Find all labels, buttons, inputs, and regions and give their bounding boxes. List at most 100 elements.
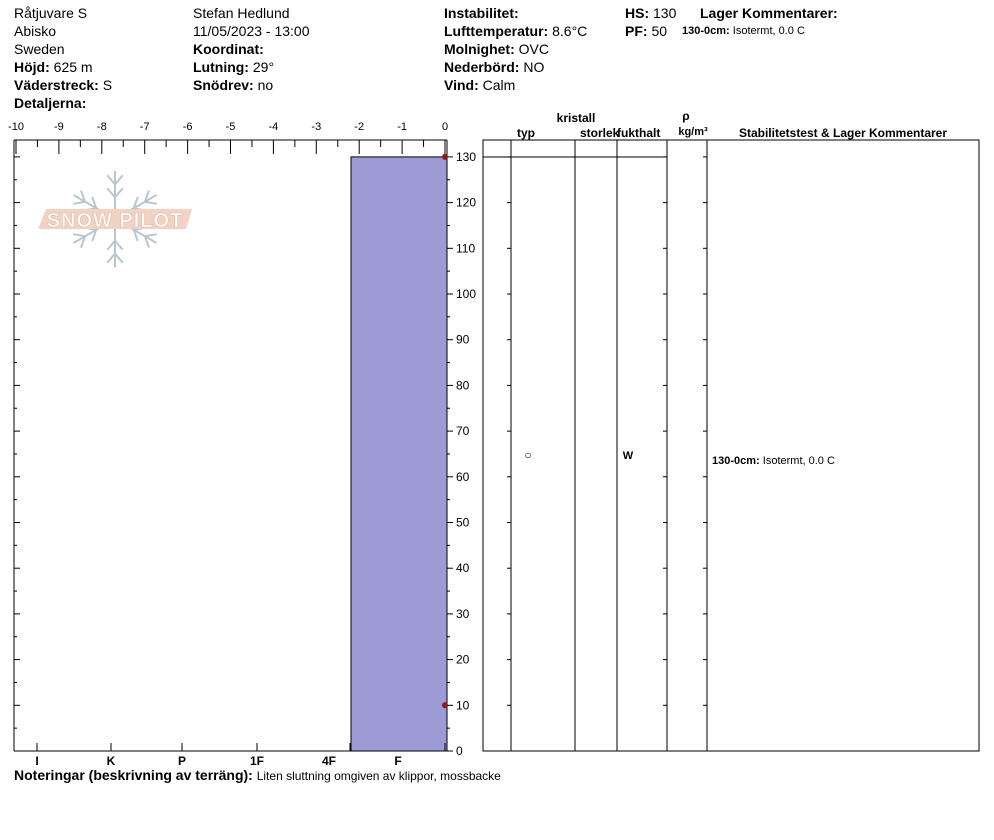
temp-tick-label: -1 [397, 121, 407, 133]
drift-label: Snödrev: [193, 77, 254, 93]
slope-row: Lutning: 29° [193, 58, 274, 76]
country-name: Sweden [14, 41, 65, 57]
precip-label: Nederbörd: [444, 59, 520, 75]
flake-branch [143, 235, 150, 248]
depth-tick-label: 70 [456, 424, 470, 438]
depth-tick-label: 50 [456, 516, 470, 530]
type-header: typ [517, 126, 535, 140]
airtemp-row: Lufttemperatur: 8.6°C [444, 22, 587, 40]
temp-tick-label: -2 [354, 121, 364, 133]
wind-value: Calm [482, 77, 516, 93]
layer-comments-label: Lager Kommentarer: [700, 5, 838, 21]
layer-table: kristall typ storlek fukthalt ρ kg/m³ St… [482, 109, 980, 752]
airtemp-label: Lufttemperatur: [444, 23, 549, 39]
rho-header: ρ [682, 109, 689, 123]
flake-branch [114, 252, 124, 264]
drift-row: Snödrev: no [193, 76, 273, 94]
header-comment-depth: 130-0cm: [682, 25, 730, 37]
grain-type-symbol: ○ [524, 448, 531, 462]
snow-layer-bar [350, 156, 448, 752]
pf-label: PF: [625, 23, 648, 39]
hardness-tick-label: K [107, 754, 116, 768]
aspect-row: Väderstreck: S [14, 76, 112, 94]
aspect-value: S [102, 77, 113, 93]
comment-text: Isotermt, 0.0 C [763, 455, 835, 467]
comment-depth: 130-0cm: [712, 455, 760, 467]
aspect-label: Väderstreck: [14, 77, 99, 93]
snow-profile-chart: SNOW PILOT -10 -9 -8 -7 -6 -5 -4 -3 -2 -1 00102030… [8, 109, 980, 768]
airtemp-value: 8.6°C [552, 23, 588, 39]
header-comment-text: Isotermt, 0.0 C [732, 25, 805, 37]
location-name: Råtjuvare S [14, 5, 88, 21]
flake-branch [143, 190, 150, 203]
elevation-value: 625 m [53, 59, 93, 75]
flake-branch [73, 233, 86, 238]
size-header: storlek [580, 126, 620, 140]
temp-tick-label: -5 [226, 121, 236, 133]
flake-branch [114, 187, 124, 199]
depth-tick-label: 100 [456, 287, 476, 301]
temp-tick-label: -7 [140, 121, 150, 133]
plot-axes: -10 -9 -8 -7 -6 -5 -4 -3 -2 -1 0010203040506070809… [8, 121, 476, 768]
temperature-point [442, 153, 448, 160]
region-name: Abisko [14, 23, 57, 39]
elevation-label: Höjd: [14, 59, 50, 75]
notes-row: Noteringar (beskrivning av terräng): Lit… [14, 766, 501, 785]
observer-name: Stefan Hedlund [193, 5, 290, 21]
depth-tick-label: 90 [456, 333, 470, 347]
depth-tick-label: 20 [456, 653, 470, 667]
drift-value: no [257, 77, 274, 93]
logo-banner [38, 209, 192, 229]
pf-value: 50 [651, 23, 668, 39]
moisture-header: fukthalt [617, 126, 660, 140]
precip-row: Nederbörd: NO [444, 58, 544, 76]
flake-branch [106, 239, 116, 251]
crystal-header: kristall [557, 111, 596, 125]
hardness-tick-label: 1F [250, 754, 264, 768]
temp-tick-label: 0 [442, 121, 448, 133]
hardness-tick-label: I [35, 754, 38, 768]
flake-branch [80, 190, 87, 203]
depth-tick-label: 110 [456, 241, 475, 255]
stability-header: Stabilitetstest & Lager Kommentarer [739, 126, 947, 140]
layer-moisture: W [623, 450, 634, 462]
hs-row: HS: 130 [625, 4, 676, 22]
pf-row: PF: 50 [625, 22, 667, 40]
table-frame [482, 139, 980, 752]
details-label: Detaljerna: [14, 95, 87, 111]
temperature-point [442, 702, 448, 709]
depth-tick-label: 30 [456, 607, 470, 621]
elevation-row: Höjd: 625 m [14, 58, 93, 76]
hardness-tick-label: P [178, 754, 186, 768]
temp-tick-label: -3 [311, 121, 321, 133]
temp-tick-label: -10 [8, 121, 24, 133]
notes-label: Noteringar (beskrivning av terräng): [14, 767, 253, 783]
depth-tick-label: 10 [456, 698, 470, 712]
density-unit-header: kg/m³ [678, 126, 708, 138]
flake-branch [73, 200, 86, 205]
depth-tick-label: 130 [456, 150, 476, 164]
hardness-tick-label: 4F [322, 754, 336, 768]
depth-tick-label: 60 [456, 470, 470, 484]
temp-tick-label: -8 [97, 121, 107, 133]
precip-value: NO [523, 59, 545, 75]
depth-tick-label: 0 [456, 744, 463, 758]
logo-text: SNOW PILOT [47, 210, 184, 232]
slope-value: 29° [252, 59, 275, 75]
notes-text: Liten sluttning omgiven av klippor, moss… [256, 769, 501, 783]
cloud-value: OVC [518, 41, 549, 57]
header-layer-comment: 130-0cm: Isotermt, 0.0 C [682, 22, 805, 40]
instability-label: Instabilitet: [444, 5, 519, 21]
depth-tick-label: 80 [456, 378, 470, 392]
temp-tick-label: -6 [183, 121, 193, 133]
observation-datetime: 11/05/2023 - 13:00 [193, 23, 310, 39]
flake-branch [132, 229, 139, 242]
hs-value: 130 [653, 5, 677, 21]
flake-branch [144, 200, 157, 205]
flake-branch [106, 187, 116, 199]
hs-label: HS: [625, 5, 650, 21]
snowpilot-logo: SNOW PILOT [38, 171, 192, 267]
wind-label: Vind: [444, 77, 479, 93]
flake-branch [80, 235, 87, 248]
flake-branch [91, 196, 98, 209]
